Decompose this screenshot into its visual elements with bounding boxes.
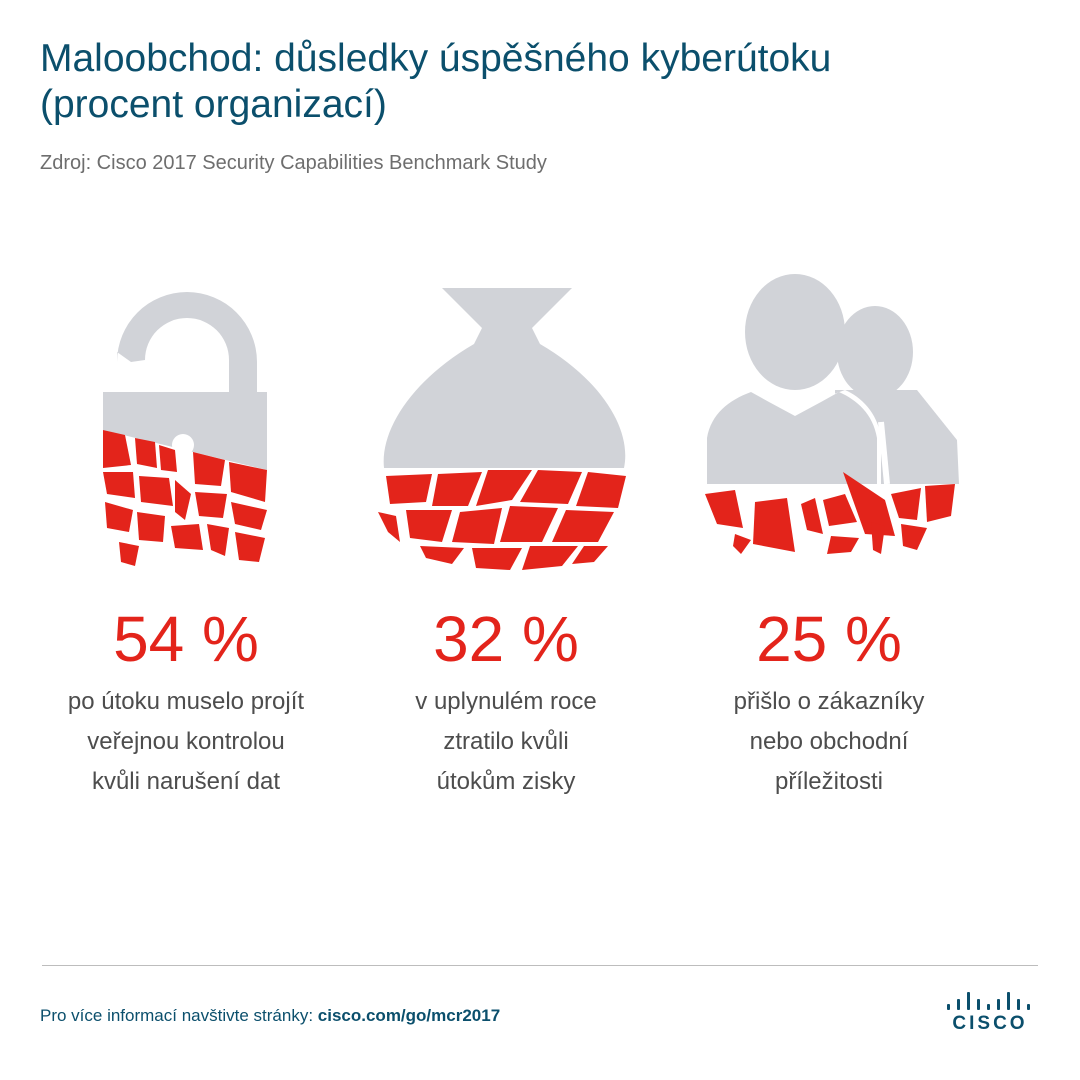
stat-description: v uplynulém roce ztratilo kvůli útokům z… — [341, 682, 671, 802]
stat-card-lost-profit: 32 % v uplynulém roce ztratilo kvůli úto… — [341, 604, 671, 802]
stat-desc-line: příležitosti — [774, 768, 884, 795]
stat-value: 54 % — [113, 603, 259, 675]
stat-desc-line: kvůli narušení dat — [91, 768, 281, 795]
stat-desc-line: v uplynulém roce — [415, 688, 597, 715]
stat-card-lost-customers: 25 % přišlo o zákazníky nebo obchodní př… — [664, 604, 994, 802]
stat-desc-line: útokům zisky — [436, 768, 576, 795]
cisco-wordmark: CISCO — [952, 1013, 1028, 1034]
footer-divider — [42, 965, 1038, 966]
stat-desc-line: nebo obchodní — [749, 728, 909, 755]
footer-text: Pro více informací navštivte stránky: — [40, 1006, 314, 1025]
stat-desc-line: veřejnou kontrolou — [87, 728, 285, 755]
title-line-1: Maloobchod: důsledky úspěšného kyberútok… — [40, 37, 832, 80]
broken-padlock-icon — [95, 280, 280, 575]
title-line-2: (procent organizací) — [40, 83, 387, 126]
stat-value: 32 % — [433, 603, 579, 675]
stat-description: po útoku muselo projít veřejnou kontrolo… — [21, 682, 351, 802]
stat-desc-line: po útoku muselo projít — [67, 688, 305, 715]
cisco-logo: CISCO — [945, 990, 1035, 1040]
broken-money-bag-icon — [372, 280, 642, 575]
page-title: Maloobchod: důsledky úspěšného kyberútok… — [40, 36, 1040, 128]
cisco-bars-icon — [947, 990, 1033, 1010]
footer-link[interactable]: cisco.com/go/mcr2017 — [317, 1006, 501, 1025]
stat-desc-line: ztratilo kvůli — [443, 728, 569, 755]
stat-card-data-breach: 54 % po útoku muselo projít veřejnou kon… — [21, 604, 351, 802]
stat-value: 25 % — [756, 603, 902, 675]
broken-customers-icon — [695, 272, 965, 572]
stat-desc-line: přišlo o zákazníky — [733, 688, 925, 715]
footer-note: Pro více informací navštivte stránky: ci… — [40, 1006, 500, 1026]
source-note: Zdroj: Cisco 2017 Security Capabilities … — [40, 152, 547, 174]
stat-description: přišlo o zákazníky nebo obchodní příleži… — [664, 682, 994, 802]
